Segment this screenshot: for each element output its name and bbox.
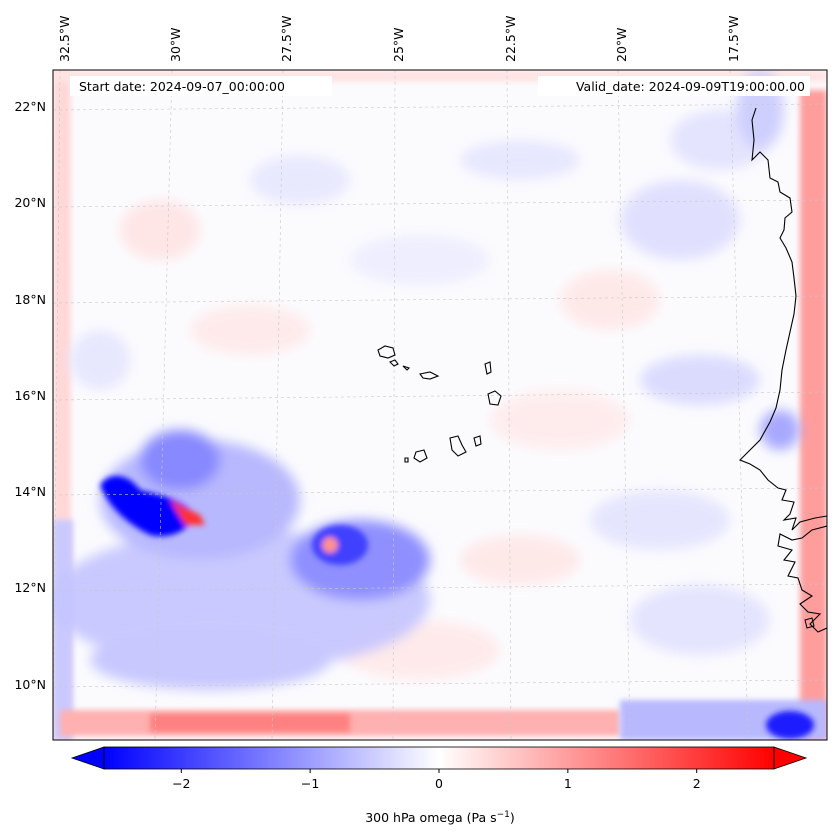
valid-date-text: Valid_date: 2024-09-09T19:00:00.00 [576, 79, 805, 94]
lon-tick-label: 22.5°W [503, 16, 518, 62]
colorbar: −2 −1 0 1 2 300 hPa omega (Pa s−1) [70, 746, 808, 825]
lat-tick-label: 22°N [14, 99, 46, 114]
colorbar-extend-max [773, 746, 808, 770]
lon-tick-label: 25°W [391, 27, 406, 62]
valid-date-box [538, 76, 810, 96]
lon-tick-label: 17.5°W [726, 16, 741, 62]
lon-tick-label: 32.5°W [57, 16, 72, 62]
start-date-text: Start date: 2024-09-07_00:00:00 [79, 79, 285, 94]
lon-tick-label: 20°W [614, 27, 629, 62]
colorbar-body [104, 747, 774, 769]
map-frame [52, 69, 828, 741]
colorbar-tick-label: −2 [172, 776, 190, 791]
weak-patterns [70, 70, 800, 680]
colorbar-ticks: −2 −1 0 1 2 [172, 769, 701, 791]
colorbar-tick-label: 0 [435, 776, 443, 791]
southeast-strong-blue [766, 711, 814, 739]
colorbar-extend-min [70, 746, 105, 770]
lon-tick-label: 30°W [168, 27, 183, 62]
colorbar-tick-label: 1 [564, 776, 572, 791]
omega-field [53, 70, 827, 740]
gridlines [53, 70, 827, 740]
east-boundary-red [800, 90, 827, 740]
colorbar-label-exponent: −1 [497, 810, 510, 820]
lat-tick-label: 18°N [14, 292, 46, 307]
strong-updraft [100, 475, 368, 565]
cape-verde-islands [377, 345, 502, 463]
lat-tick-label: 14°N [14, 484, 46, 499]
colorbar-label-suffix: ) [510, 810, 515, 825]
lat-tick-label: 20°N [14, 195, 46, 210]
lat-tick-labels: 22°N 20°N 18°N 16°N 14°N 12°N 10°N [14, 99, 46, 692]
lon-tick-label: 27.5°W [279, 16, 294, 62]
lon-tick-labels: 32.5°W 30°W 27.5°W 25°W 22.5°W 20°W 17.5… [57, 16, 741, 62]
lat-tick-label: 10°N [14, 677, 46, 692]
start-date-box [70, 76, 332, 96]
start-date-annotation: Start date: 2024-09-07_00:00:00 [70, 76, 332, 96]
south-boundary-strong-red [150, 714, 350, 732]
west-africa-coastline [739, 107, 827, 633]
colorbar-label: 300 hPa omega (Pa s−1) [365, 810, 515, 825]
valid-date-annotation: Valid_date: 2024-09-09T19:00:00.00 [538, 76, 810, 96]
convective-region-west [53, 430, 430, 690]
bissagos-islands [804, 617, 815, 629]
colorbar-tick-label: 2 [693, 776, 701, 791]
map-panel [52, 69, 828, 741]
lat-tick-label: 12°N [14, 580, 46, 595]
lat-tick-label: 16°N [14, 388, 46, 403]
colorbar-tick-label: −1 [301, 776, 319, 791]
colorbar-label-main: 300 hPa omega (Pa s [365, 810, 496, 825]
